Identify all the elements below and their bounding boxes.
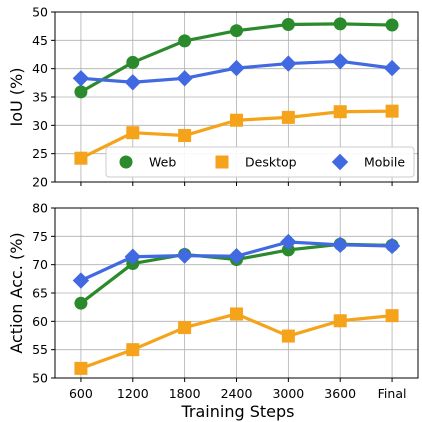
- iou-y-tick-label: 25: [32, 146, 48, 161]
- action-acc-desktop-point: [333, 314, 347, 328]
- iou-web-point: [385, 18, 399, 32]
- legend-box: [105, 146, 415, 178]
- action-acc-web-point: [74, 296, 88, 310]
- iou-mobile-point: [280, 55, 297, 72]
- x-tick-label: 1800: [169, 386, 201, 401]
- legend-desktop-marker: [215, 155, 229, 169]
- iou-desktop-point: [281, 110, 295, 124]
- action-acc-y-axis-label: Action Acc. (%): [7, 232, 26, 353]
- iou-web-point: [281, 17, 295, 31]
- legend-desktop-label: Desktop: [245, 155, 297, 170]
- iou-desktop-point: [333, 105, 347, 119]
- action-acc-mobile-point: [383, 237, 401, 255]
- action-acc-desktop-point: [74, 361, 88, 375]
- iou-y-tick-label: 50: [32, 5, 48, 20]
- iou-desktop-point: [178, 129, 192, 143]
- x-tick-label: 1200: [117, 386, 149, 401]
- action-acc-y-tick-label: 70: [32, 257, 48, 272]
- iou-y-axis-label: IoU (%): [7, 68, 26, 127]
- iou-web-point: [178, 34, 192, 48]
- action-acc-mobile-point: [124, 248, 141, 265]
- action-acc-y-tick-label: 65: [32, 286, 48, 301]
- action-acc-y-tick-label: 50: [32, 371, 48, 386]
- action-acc-mobile-point: [176, 247, 193, 264]
- iou-y-tick-label: 20: [32, 175, 48, 190]
- legend: Web Desktop Mobile: [105, 146, 415, 178]
- iou-mobile-point: [383, 59, 401, 77]
- action-acc-panel: 50 55 60 65 70 75 80 600 1200 1800 2400 3000 3600 Fin…: [7, 201, 419, 421]
- legend-web-label: Web: [149, 155, 176, 170]
- action-acc-axes: 50 55 60 65 70 75 80 600 1200 1800 2400 3000 3600 Fin…: [32, 201, 419, 401]
- action-acc-desktop-point: [230, 307, 243, 321]
- action-acc-desktop-point: [385, 309, 399, 323]
- iou-y-tick-label: 40: [32, 61, 48, 76]
- iou-y-tick-label: 30: [32, 118, 48, 133]
- x-tick-label: 600: [69, 386, 93, 401]
- legend-mobile-label: Mobile: [364, 155, 405, 170]
- action-acc-y-tick-label: 80: [32, 201, 48, 216]
- action-acc-y-tick-label: 60: [32, 314, 48, 329]
- iou-panel: 20 25 30 35 40 45 50 IoU (%) Web Desktop Mobile: [7, 5, 419, 190]
- iou-desktop-point: [126, 126, 140, 140]
- action-acc-series: [72, 233, 401, 375]
- action-acc-mobile-point: [332, 236, 349, 254]
- action-acc-y-tick-label: 75: [32, 229, 48, 244]
- iou-series: [72, 17, 401, 165]
- action-acc-y-tick-label: 55: [32, 342, 48, 357]
- iou-desktop-point: [230, 113, 243, 127]
- action-acc-mobile-point: [280, 233, 297, 251]
- action-acc-mobile-point: [72, 272, 90, 289]
- iou-mobile-point: [176, 70, 193, 87]
- iou-web-point: [230, 24, 243, 38]
- iou-desktop-point: [74, 151, 88, 165]
- action-acc-desktop-point: [178, 321, 192, 335]
- iou-mobile-point: [228, 59, 245, 77]
- x-tick-label: 3000: [272, 386, 304, 401]
- legend-mobile-marker: [331, 153, 349, 171]
- iou-web-point: [126, 55, 140, 69]
- x-axis-label: Training Steps: [181, 402, 295, 421]
- iou-web-point: [74, 85, 88, 99]
- action-acc-desktop-point: [281, 329, 295, 343]
- legend-web-marker: [119, 155, 133, 169]
- x-tick-label: 3600: [324, 386, 356, 401]
- iou-y-tick-label: 35: [32, 90, 48, 105]
- iou-y-tick-label: 45: [32, 33, 48, 48]
- iou-mobile-point: [72, 70, 90, 87]
- action-acc-mobile-point: [228, 247, 245, 265]
- x-tick-label: Final: [378, 386, 407, 401]
- action-acc-desktop-point: [126, 343, 140, 357]
- iou-desktop-point: [385, 104, 399, 118]
- x-tick-label: 2400: [221, 386, 253, 401]
- iou-web-point: [333, 17, 347, 31]
- iou-axes: 20 25 30 35 40 45 50: [32, 5, 419, 190]
- iou-mobile-point: [332, 53, 349, 70]
- action-acc-grid: [55, 207, 418, 379]
- iou-mobile-point: [124, 74, 141, 91]
